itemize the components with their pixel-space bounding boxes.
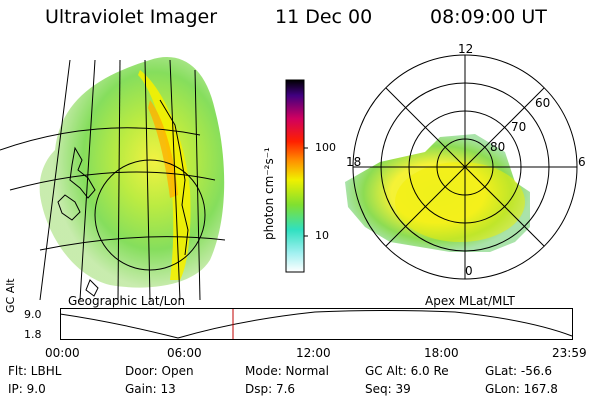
- info-door: Door: Open: [125, 364, 194, 378]
- colorbar-tick-100: 100: [315, 141, 336, 154]
- info-flt: Flt: LBHL: [8, 364, 62, 378]
- orbit-xtick-0600: 06:00: [167, 346, 202, 360]
- apex-grid: [352, 54, 578, 280]
- orbit-altitude-plot: [60, 308, 573, 340]
- orbit-xtick-0000: 00:00: [45, 346, 80, 360]
- info-glon: GLon: 167.8: [485, 382, 558, 396]
- mlt-label-0: 0: [465, 264, 473, 278]
- time-label: 08:09:00 UT: [430, 6, 547, 28]
- geo-caption: Geographic Lat/Lon: [68, 294, 186, 308]
- mlt-label-6: 6: [578, 155, 586, 169]
- geo-grid-lines: [0, 59, 226, 300]
- colorbar-unit-label: photon cm⁻²s⁻¹: [262, 147, 276, 240]
- colorbar: [285, 79, 308, 273]
- info-gc-alt: GC Alt: 6.0 Re: [365, 364, 449, 378]
- orbit-xtick-1200: 12:00: [296, 346, 331, 360]
- date-label: 11 Dec 00: [275, 6, 373, 28]
- orbit-ylabel: GC Alt: [4, 278, 17, 313]
- geographic-map: [0, 57, 226, 300]
- info-dsp: Dsp: 7.6: [245, 382, 296, 396]
- orbit-ytick-9: 9.0: [24, 308, 42, 321]
- info-gain: Gain: 13: [125, 382, 176, 396]
- orbit-plot-frame: [60, 308, 573, 340]
- apex-aurora-oval: [395, 162, 525, 242]
- colorbar-gradient: [285, 79, 305, 273]
- info-ip: IP: 9.0: [8, 382, 46, 396]
- mlt-label-12: 12: [458, 42, 474, 56]
- app-title: Ultraviolet Imager: [45, 6, 218, 28]
- orbit-xtick-1800: 18:00: [424, 346, 459, 360]
- info-glat: GLat: -56.6: [485, 364, 552, 378]
- mlt-label-18: 18: [346, 155, 362, 169]
- colorbar-tick-10: 10: [315, 229, 329, 242]
- info-mode: Mode: Normal: [245, 364, 329, 378]
- coastline: [57, 99, 189, 297]
- lat-label-70: 70: [511, 120, 527, 134]
- orbit-altitude-curve: [60, 310, 573, 339]
- apex-polar-plot: [345, 54, 578, 280]
- orbit-ytick-1: 1.8: [24, 328, 42, 341]
- orbit-xtick-2359: 23:59: [552, 346, 587, 360]
- lat-label-80: 80: [490, 140, 506, 154]
- lat-label-60: 60: [535, 96, 551, 110]
- apex-caption: Apex MLat/MLT: [425, 294, 515, 308]
- info-seq: Seq: 39: [365, 382, 411, 396]
